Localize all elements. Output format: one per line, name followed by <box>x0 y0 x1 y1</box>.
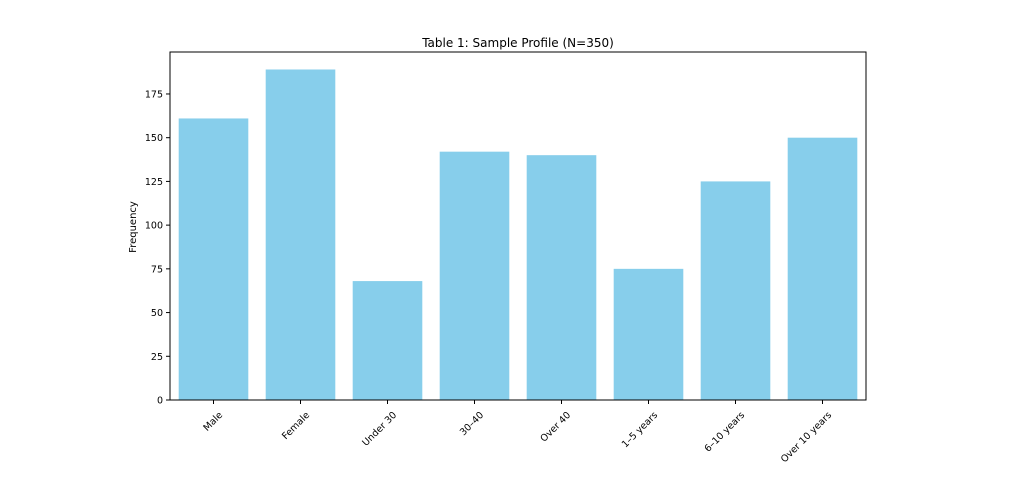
y-tick-label: 100 <box>145 221 163 232</box>
chart-title: Table 1: Sample Profile (N=350) <box>421 36 614 50</box>
x-tick-label-under-30: Under 30 <box>360 410 399 449</box>
x-tick-label-female: Female <box>280 410 312 442</box>
y-tick-label: 125 <box>145 177 163 188</box>
bar-under-30 <box>352 281 423 400</box>
bar-30-40 <box>439 151 510 400</box>
x-tick-label-male: Male <box>201 410 225 434</box>
x-tick-label-30-40: 30–40 <box>458 410 486 438</box>
bar-male <box>178 118 249 400</box>
x-tick-label-6-10-years: 6–10 years <box>703 410 748 455</box>
y-tick-label: 175 <box>145 89 163 100</box>
bar-over-40 <box>526 155 597 400</box>
y-tick-label: 150 <box>145 133 163 144</box>
x-tick-label-1-5-years: 1–5 years <box>620 410 660 450</box>
y-axis-label: Frequency <box>128 201 139 253</box>
plot-area-frame <box>169 51 867 401</box>
x-tick-label-over-40: Over 40 <box>539 410 574 445</box>
bar-female <box>265 69 336 401</box>
y-tick-label: 0 <box>157 396 163 407</box>
bar-6-10-years <box>700 181 771 400</box>
bar-1-5-years <box>613 268 684 400</box>
y-tick-label: 25 <box>151 352 163 363</box>
y-tick-label: 75 <box>151 264 163 275</box>
y-tick-label: 50 <box>151 308 163 319</box>
bar-over-10-years <box>787 137 858 400</box>
x-tick-label-over-10-years: Over 10 years <box>779 410 834 465</box>
